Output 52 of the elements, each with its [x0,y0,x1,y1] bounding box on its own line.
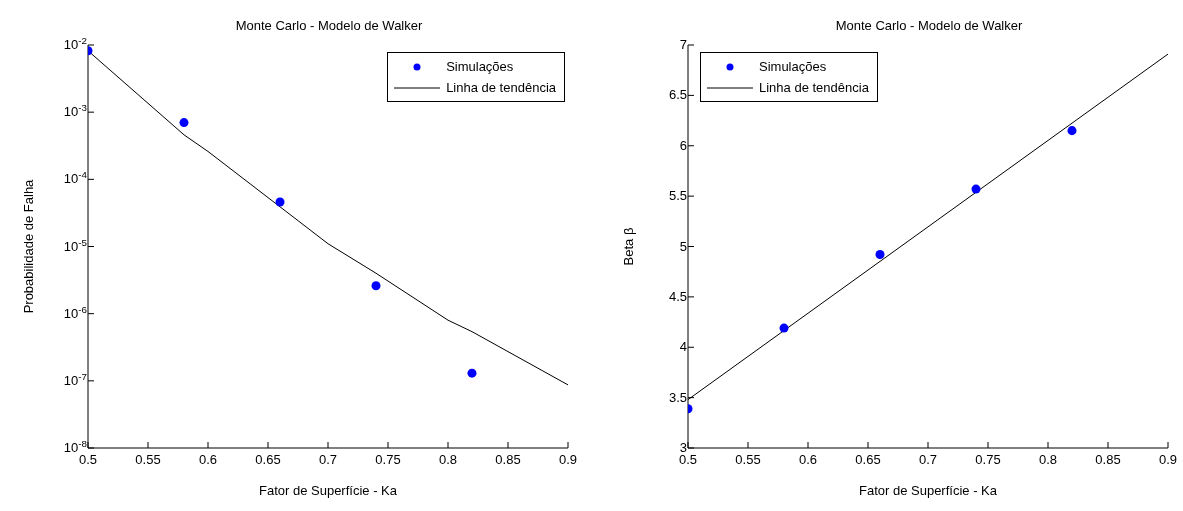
y-tick-label: 3 [679,440,687,455]
x-tick-label: 0.65 [855,452,881,467]
y-tick-label: 5.5 [668,188,687,204]
x-axis-title: Fator de Superfície - Ka [258,483,398,498]
x-tick-label: 0.75 [975,452,1001,467]
chart-title: Monte Carlo - Modelo de Walker [834,18,1024,33]
x-tick-label: 0.85 [495,452,521,467]
x-tick-label: 0.7 [918,452,938,467]
x-tick-label: 0.9 [558,452,578,467]
x-tick-label: 0.8 [438,452,458,467]
legend-label: Linha de tendência [759,80,869,95]
y-tick-label: 4.5 [668,288,687,304]
y-tick-label: 10$^{-2}$ [63,34,87,52]
legend-label: Simulações [446,59,514,74]
legend-label: Simulações [759,59,827,74]
point [779,323,789,333]
x-tick-label: 0.75 [375,452,401,467]
point [275,197,285,207]
x-tick-label: 0.55 [735,452,761,467]
point [179,118,189,128]
y-tick-label: 10$^{-4}$ [63,168,88,187]
point [467,368,477,378]
x-axis-title: Fator de Superfície - Ka [858,483,998,498]
point [971,184,981,194]
y-tick-label: 4 [679,339,687,355]
chart-title: Monte Carlo - Modelo de Walker [234,18,424,33]
y-tick-label: 7 [679,37,687,52]
x-tick-label: 0.65 [255,452,281,467]
y-tick-label: 3.5 [668,389,687,405]
y-tick-label: 6 [679,137,687,153]
y-tick-label: 10$^{-6}$ [63,303,87,321]
x-tick-label: 0.55 [135,452,161,467]
x-tick-label: 0.5 [678,452,698,467]
x-tick-label: 0.7 [318,452,338,467]
x-tick-label: 0.85 [1095,452,1121,467]
point [1067,126,1077,136]
x-tick-label: 0.9 [1158,452,1178,467]
y-axis-title: Beta β [620,227,636,266]
x-tick-label: 0.8 [1038,452,1058,467]
legend-label: Linha de tendência [446,80,556,95]
x-tick-label: 0.5 [78,452,98,467]
point [371,281,381,291]
x-tick-label: 0.6 [198,452,218,467]
y-tick-label: 10$^{-7}$ [63,370,87,388]
y-axis-title: Probabilidade de Falha [20,178,36,314]
x-tick-label: 0.6 [798,452,818,467]
point [875,250,885,260]
y-tick-label: 10$^{-8}$ [63,437,87,455]
y-tick-label: 6.5 [668,87,687,103]
y-tick-label: 5 [679,238,687,254]
y-tick-label: 10$^{-3}$ [63,101,87,120]
y-tick-label: 10$^{-5}$ [63,236,88,254]
